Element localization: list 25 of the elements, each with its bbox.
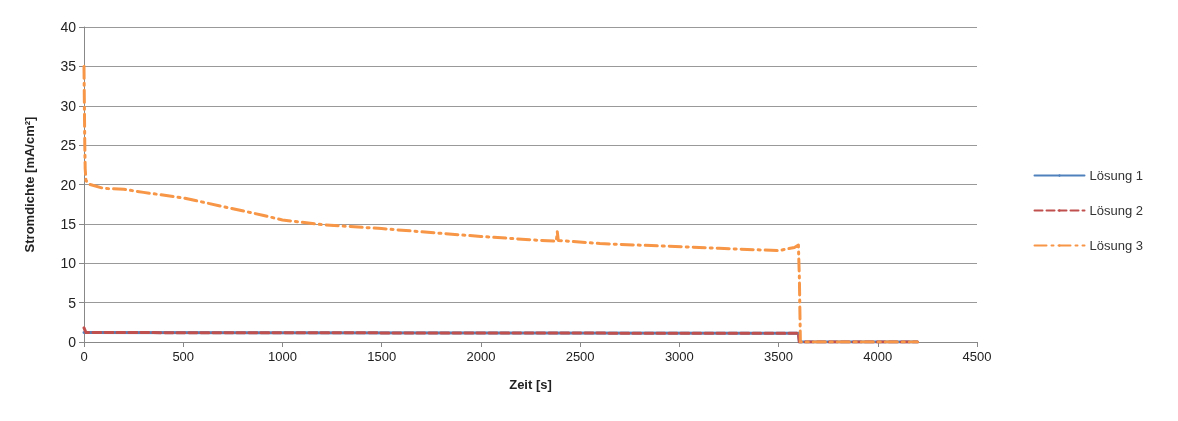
x-tick-label: 1000 — [267, 349, 297, 364]
x-tick-label: 3000 — [664, 349, 694, 364]
x-tick-label: 2500 — [565, 349, 595, 364]
x-tick-label: 1500 — [367, 349, 397, 364]
y-tick-label: 35 — [60, 58, 77, 75]
x-tick-label: 4500 — [962, 349, 992, 364]
y-tick-label: 40 — [60, 19, 77, 35]
y-tick-label: 25 — [60, 137, 77, 154]
legend-label: Lösung 3 — [1089, 238, 1144, 253]
y-tick-label: 0 — [68, 334, 77, 350]
y-tick-label: 10 — [60, 255, 77, 272]
legend-label: Lösung 1 — [1089, 168, 1144, 183]
x-tick-label: 3500 — [764, 349, 794, 364]
x-tick-label: 500 — [172, 349, 195, 364]
x-axis-title: Zeit [s] — [509, 377, 552, 392]
x-tick-label: 0 — [80, 349, 88, 364]
line-series — [82, 64, 919, 344]
y-axis-title: Stromdichte [mA/cm²] — [22, 116, 37, 253]
y-tick-label: 15 — [60, 215, 77, 232]
x-tick-label: 2000 — [466, 349, 496, 364]
y-tick-label: 20 — [60, 176, 77, 193]
legend-label: Lösung 2 — [1089, 203, 1144, 218]
y-tick-label: 30 — [60, 97, 77, 114]
x-tick-label: 4000 — [863, 349, 893, 364]
y-tick-label: 5 — [68, 294, 77, 311]
